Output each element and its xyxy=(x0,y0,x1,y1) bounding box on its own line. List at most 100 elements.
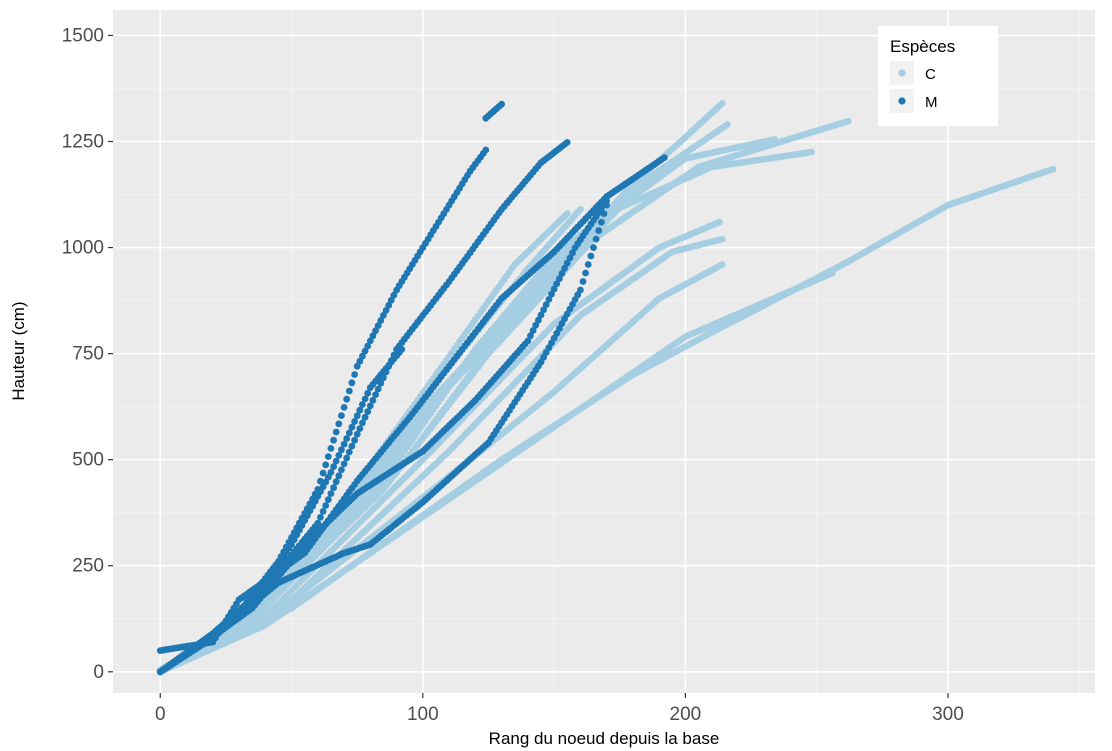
data-point xyxy=(372,391,379,398)
data-point xyxy=(332,457,340,465)
data-point xyxy=(317,477,324,485)
data-point xyxy=(338,466,345,474)
data-point xyxy=(348,379,356,387)
data-point xyxy=(330,484,337,492)
data-point xyxy=(535,316,542,324)
data-point xyxy=(343,395,351,403)
data-point xyxy=(579,278,587,285)
data-point xyxy=(332,428,340,436)
data-point xyxy=(377,317,385,324)
data-point xyxy=(563,259,571,267)
data-point xyxy=(550,285,558,293)
data-point xyxy=(542,301,550,308)
data-point xyxy=(340,460,348,468)
data-point xyxy=(356,406,364,414)
data-point xyxy=(482,146,490,154)
data-point xyxy=(532,321,540,329)
data-point xyxy=(314,519,322,527)
y-tick-label: 1250 xyxy=(62,132,104,153)
y-tick-label: 750 xyxy=(72,344,104,365)
data-point xyxy=(382,307,390,314)
data-point xyxy=(387,357,395,365)
data-point xyxy=(319,469,327,477)
data-point xyxy=(553,280,561,288)
data-point xyxy=(390,291,398,299)
data-point xyxy=(366,402,374,410)
data-point xyxy=(364,389,372,397)
data-point xyxy=(335,452,343,459)
data-point xyxy=(343,435,351,442)
data-point xyxy=(595,227,603,235)
x-tick-label: 200 xyxy=(670,704,702,725)
data-point xyxy=(844,117,852,125)
data-point xyxy=(332,478,340,486)
data-point xyxy=(390,351,398,359)
data-point xyxy=(353,412,361,420)
x-tick-label: 0 xyxy=(155,704,166,725)
data-point xyxy=(345,448,353,456)
data-point xyxy=(353,362,361,370)
data-point xyxy=(322,461,330,469)
data-point xyxy=(330,463,337,471)
data-point xyxy=(322,502,330,509)
data-point xyxy=(577,286,584,294)
data-point xyxy=(661,154,668,162)
data-point xyxy=(529,327,537,334)
y-tick-label: 1500 xyxy=(62,25,104,46)
y-tick-label: 0 xyxy=(93,662,104,683)
data-point xyxy=(587,252,595,260)
data-point xyxy=(374,322,382,329)
data-point xyxy=(369,332,377,340)
data-point xyxy=(361,347,369,355)
data-point xyxy=(364,408,372,415)
data-point xyxy=(377,379,385,387)
data-point xyxy=(348,442,356,450)
data-point xyxy=(343,454,351,462)
legend-label-c: C xyxy=(925,66,936,83)
data-point xyxy=(356,425,364,432)
data-point xyxy=(716,218,723,226)
data-point xyxy=(584,261,592,268)
data-point xyxy=(380,374,387,382)
y-tick-label: 1000 xyxy=(62,238,104,259)
data-point xyxy=(548,290,555,298)
data-point xyxy=(527,332,534,340)
data-point xyxy=(563,139,571,146)
data-point xyxy=(582,269,589,277)
data-point xyxy=(345,429,353,437)
data-point xyxy=(366,337,374,345)
data-point xyxy=(351,418,358,425)
axis-tick-labels: 0 100 200 300 0 250 500 750 1000 1250 1500 xyxy=(62,25,964,725)
data-point xyxy=(345,387,353,395)
data-point xyxy=(540,306,547,314)
x-tick-label: 100 xyxy=(407,704,439,725)
data-point xyxy=(364,342,372,350)
x-axis-title: Rang du noeud depuis la base xyxy=(489,729,720,748)
data-point xyxy=(566,254,574,262)
data-point xyxy=(808,148,815,156)
data-point xyxy=(558,270,566,277)
data-point xyxy=(556,275,563,283)
data-point xyxy=(327,445,335,452)
data-point xyxy=(351,436,358,444)
data-point xyxy=(498,100,505,108)
data-point xyxy=(724,121,731,128)
data-point xyxy=(340,404,348,411)
data-point xyxy=(718,235,726,243)
data-point xyxy=(338,412,345,419)
data-point xyxy=(387,296,395,304)
data-point xyxy=(335,420,343,428)
series-m xyxy=(156,100,668,676)
data-point xyxy=(603,201,610,209)
data-point xyxy=(385,362,393,370)
data-point xyxy=(598,218,605,226)
data-point xyxy=(600,210,608,218)
legend-title: Espèces xyxy=(890,37,955,56)
data-point xyxy=(616,201,624,209)
data-point xyxy=(561,264,568,272)
data-point xyxy=(340,440,348,448)
data-point xyxy=(359,352,366,360)
data-point xyxy=(338,446,345,454)
data-point xyxy=(359,401,366,408)
